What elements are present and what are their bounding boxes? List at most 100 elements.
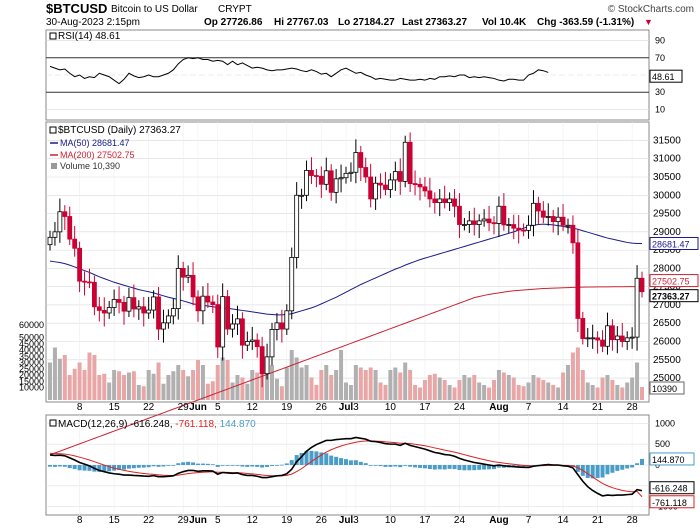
macd-histogram-bar	[289, 460, 294, 465]
volume-tick-label: 35000	[19, 351, 44, 361]
price-legend: $BTCUSD (Daily) 27363.27 MA(50) 28681.47…	[49, 125, 181, 171]
candle-body	[397, 171, 403, 182]
last-price-label: 27363.27	[652, 292, 690, 302]
volume-bar	[284, 367, 289, 400]
candle-body	[96, 306, 102, 311]
macd-hist-value-label: 144.870	[652, 455, 685, 465]
x-axis-label-lower: 5	[215, 515, 221, 526]
candle-body	[289, 257, 295, 312]
volume-bar	[166, 375, 171, 400]
x-axis-label-lower: 29	[178, 515, 190, 526]
candle-body	[170, 308, 176, 317]
rsi-legend-swatch	[49, 32, 57, 40]
x-axis-label-lower: Jun	[189, 515, 207, 526]
volume-bar	[126, 372, 131, 400]
macd-histogram-bar	[388, 465, 393, 467]
volume-bar	[358, 367, 363, 400]
macd-hist-value-label-box	[649, 452, 695, 466]
candle-body	[540, 210, 546, 218]
candle-body	[422, 186, 428, 192]
volume-bar	[442, 380, 447, 400]
x-axis-label-lower: 12	[247, 515, 259, 526]
candle-body	[471, 220, 477, 225]
candle-body	[402, 141, 408, 182]
candle-body	[570, 224, 576, 244]
candle-body	[555, 216, 561, 223]
volume-tick-label: 25000	[19, 364, 44, 374]
volume-bar	[635, 362, 640, 400]
candle-body	[185, 274, 191, 278]
candle-body	[565, 224, 571, 227]
macd-histogram-bar	[200, 463, 205, 465]
volume-bar	[536, 377, 541, 400]
macd-histogram-bar	[383, 465, 388, 467]
volume-bar	[156, 362, 161, 400]
macd-legend-swatch	[49, 419, 57, 427]
candle-body	[294, 194, 300, 258]
x-axis-label-upper: 21	[592, 402, 604, 413]
macd-histogram-bar	[294, 455, 299, 465]
volume-bar	[516, 385, 521, 400]
macd-histogram-bar	[181, 462, 186, 465]
price-tick-label: 31500	[653, 135, 681, 146]
macd-histogram-bar	[279, 464, 284, 466]
volume-bar	[630, 377, 635, 400]
candle-body	[57, 211, 63, 233]
price-tick-label: 25500	[653, 355, 681, 366]
macd-histogram-bar	[62, 465, 67, 467]
volume-bar	[112, 370, 117, 400]
x-axis-label-upper: 10	[385, 402, 397, 413]
candle-body	[387, 179, 393, 190]
macd-histogram-bar	[418, 465, 422, 468]
macd-histogram-bar	[324, 453, 329, 465]
x-axis-label-upper: 17	[419, 402, 431, 413]
volume-tick-label: 10000	[19, 383, 44, 393]
macd-histogram-bar	[270, 465, 274, 466]
candle-body	[373, 182, 379, 200]
macd-histogram-bar	[245, 465, 250, 467]
macd-histogram-bar	[205, 463, 210, 465]
macd-histogram-bar	[230, 465, 235, 466]
volume-bar	[151, 373, 156, 400]
candle-body	[77, 247, 82, 282]
x-axis-label-lower: Jul	[339, 515, 354, 526]
candle-body	[111, 299, 117, 308]
candle-body	[506, 224, 512, 226]
macd-histogram-bar	[378, 465, 383, 467]
volume-tick-label: 15000	[19, 376, 44, 386]
macd-histogram-bar	[413, 465, 418, 468]
volume-bar	[501, 372, 506, 400]
candle-body	[378, 182, 383, 186]
rsi-last-value-label: 48.61	[652, 72, 675, 82]
volume-bar	[526, 382, 531, 400]
x-axis-label-upper: 29	[178, 402, 190, 413]
macd-histogram-bar	[422, 465, 427, 469]
volume-bar	[122, 375, 126, 400]
volume-bar	[299, 367, 304, 400]
volume-tick-label: 60000	[19, 320, 44, 330]
volume-bar	[230, 382, 235, 400]
candle-body	[220, 296, 226, 348]
candle-body	[580, 318, 586, 339]
candle-body	[146, 309, 152, 314]
x-axis-label-upper: 8	[77, 402, 83, 413]
price-tick-label: 28500	[653, 245, 681, 256]
macd-histogram-bar	[77, 465, 82, 471]
macd-histogram-bar	[477, 465, 482, 470]
volume-bar	[97, 375, 102, 400]
candle-body	[264, 356, 270, 375]
axis-labels-layer: 907050301048.613150031000305003000029500…	[19, 36, 699, 526]
rsi-line	[49, 57, 549, 85]
macd-histogram-bar	[432, 465, 437, 470]
datetime-label: 30-Aug-2023 2:15pm	[46, 17, 140, 28]
volume-bar	[408, 370, 413, 400]
macd-title-macd: MACD(12,26,9) -616.248,	[58, 419, 173, 430]
x-axis-label-lower: Aug	[489, 515, 508, 526]
volume-bar	[344, 382, 348, 400]
price-layer	[47, 132, 645, 456]
x-axis-label-upper: 5	[215, 402, 221, 413]
volume-bar	[329, 375, 334, 400]
macd-histogram-bar	[427, 465, 432, 470]
macd-histogram-bar	[156, 465, 161, 467]
